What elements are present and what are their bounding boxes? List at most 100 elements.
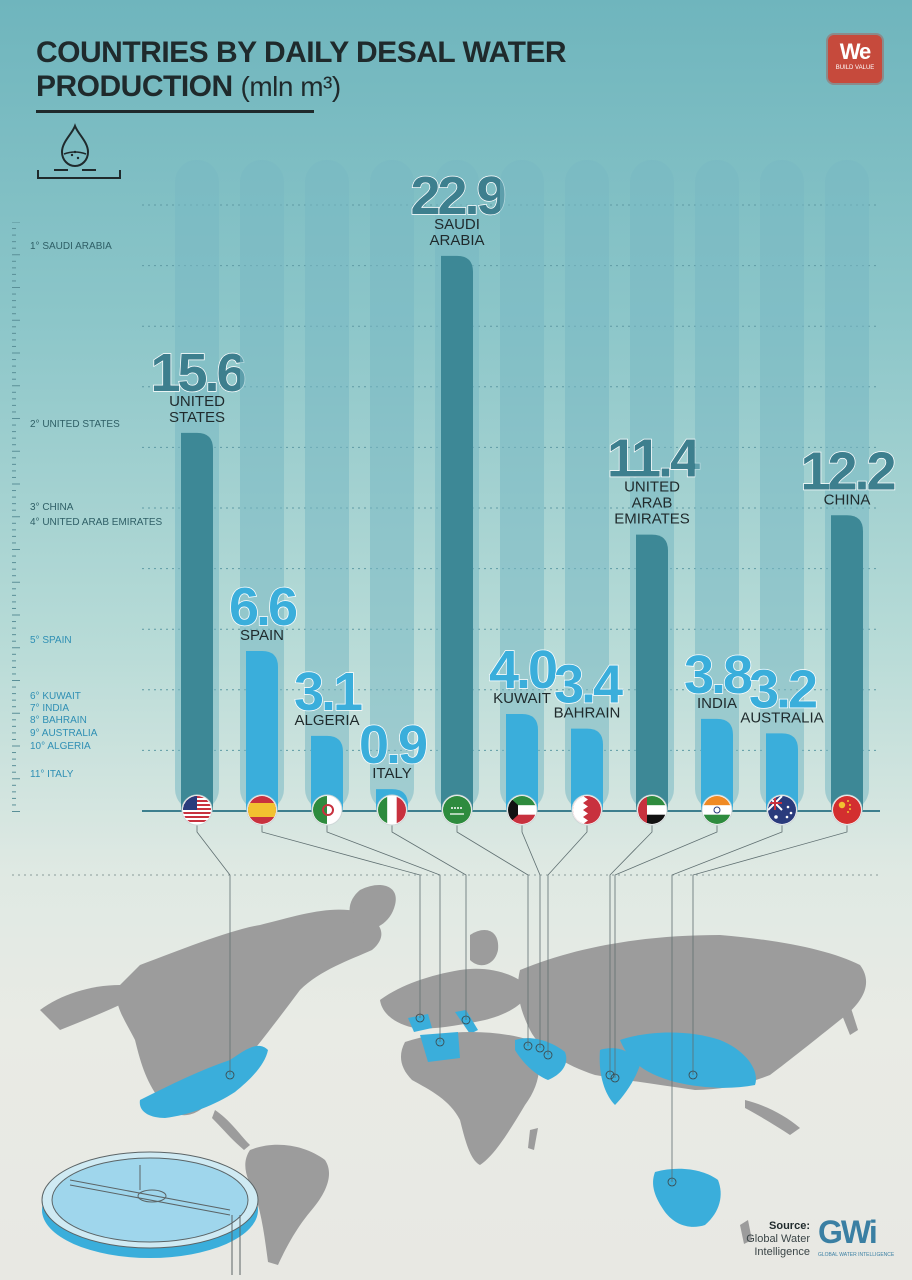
country-label: CHINA [824,491,871,508]
map-madagascar [528,1128,538,1150]
gwi-logo: GWi [818,1214,878,1250]
leader-line [456,825,529,1046]
source-note: Source: Global Water Intelligence [746,1220,810,1258]
map-new-zealand [740,1220,752,1244]
bar-track [695,160,739,811]
bar [571,728,603,811]
leader-line [671,825,783,1182]
map-north-america [116,909,382,1116]
leader-lines [196,825,848,1187]
map-arabia [515,1038,567,1080]
flag-spain-icon [246,794,278,826]
leader-line [326,825,441,1042]
world-map [40,885,867,1265]
country-label: ARAB [632,495,673,512]
leader-line [614,825,718,1078]
bar-track [305,160,349,811]
country-label: KUWAIT [493,690,551,707]
map-marker [435,1037,445,1047]
title-line-1: COUNTRIES BY DAILY DESAL WATER [36,36,567,69]
map-marker [605,1070,615,1080]
bar-track [500,160,544,811]
country-label: ITALY [372,765,411,782]
map-south-america [245,1144,330,1265]
flag-china-icon [831,794,863,826]
leader-line [547,825,588,1055]
value-label: 3.1 [294,662,362,722]
we-build-value-logo: We BUILD VALUE [826,33,884,85]
flag-australia-icon [766,794,798,826]
ranking-item: 11° ITALY [30,769,74,780]
title-underline [36,110,314,113]
map-europe [380,968,530,1029]
ranking-item: 4° UNITED ARAB EMIRATES [30,517,163,528]
bar [766,733,798,811]
map-scandinavia [470,930,499,966]
map-central-america [212,1110,250,1150]
flag-italy-icon [376,794,408,826]
map-japan [840,1005,858,1035]
value-label: 3.2 [749,659,816,719]
flag-row [181,794,863,826]
country-label: ALGERIA [294,712,359,729]
flag-kuwait-icon [506,794,538,826]
title-line-2: PRODUCTION [36,70,233,103]
bar [506,714,538,811]
ranking-item: 7° INDIA [30,703,70,714]
title-unit: (mln m³) [240,71,342,102]
country-label: SPAIN [240,627,284,644]
ranking-item: 6° KUWAIT [30,691,81,702]
leader-line [609,825,653,1075]
map-algeria [420,1032,460,1062]
map-china [620,1032,756,1088]
map-alaska [40,985,130,1030]
map-southeast-asia [745,1100,800,1135]
bar [441,255,473,812]
country-label: BAHRAIN [554,705,621,722]
ranking-item: 5° SPAIN [30,635,72,646]
value-label: 6.6 [229,577,297,637]
bar-track [240,160,284,811]
ranking-item: 8° BAHRAIN [30,715,87,726]
map-australia [653,1168,721,1227]
flag-usa-icon [181,794,213,826]
map-italy [455,1010,478,1034]
map-marker [610,1073,620,1083]
flag-uae-icon [636,794,668,826]
ranking-item: 10° ALGERIA [30,741,91,752]
ranking-item: 9° AUSTRALIA [30,728,98,739]
bar [831,515,863,811]
flag-algeria-icon [311,794,343,826]
map-greenland [349,885,396,929]
country-label: SAUDI [434,216,480,233]
bar [311,735,343,811]
ranking-item: 3° CHINA [30,502,74,513]
ranking-item: 2° UNITED STATES [30,419,120,430]
value-label: 12.2 [800,441,894,501]
map-marker [688,1070,698,1080]
map-marker [523,1041,533,1051]
bar [636,534,668,811]
leader-line [521,825,541,1048]
leader-line [391,825,467,1020]
water-drop-icon [37,123,121,179]
map-marker [535,1043,545,1053]
bar-track [760,160,804,811]
map-spain [408,1014,432,1032]
value-label: 3.4 [554,655,623,715]
water-treatment-tank-illustration [41,1151,259,1275]
gwi-caption: GLOBAL WATER INTELLIGENCE [818,1252,895,1258]
value-label: 3.8 [684,645,752,705]
value-label: 22.9 [410,166,505,226]
leader-line [692,825,848,1075]
value-label: 15.6 [150,343,245,403]
scale-ticks [12,222,20,812]
flag-saudi-arabia-icon [441,794,473,826]
bar-track [565,160,609,811]
map-marker [667,1177,677,1187]
country-label: UNITED [624,479,680,496]
flag-bahrain-icon [571,794,603,826]
map-marker [415,1013,425,1023]
